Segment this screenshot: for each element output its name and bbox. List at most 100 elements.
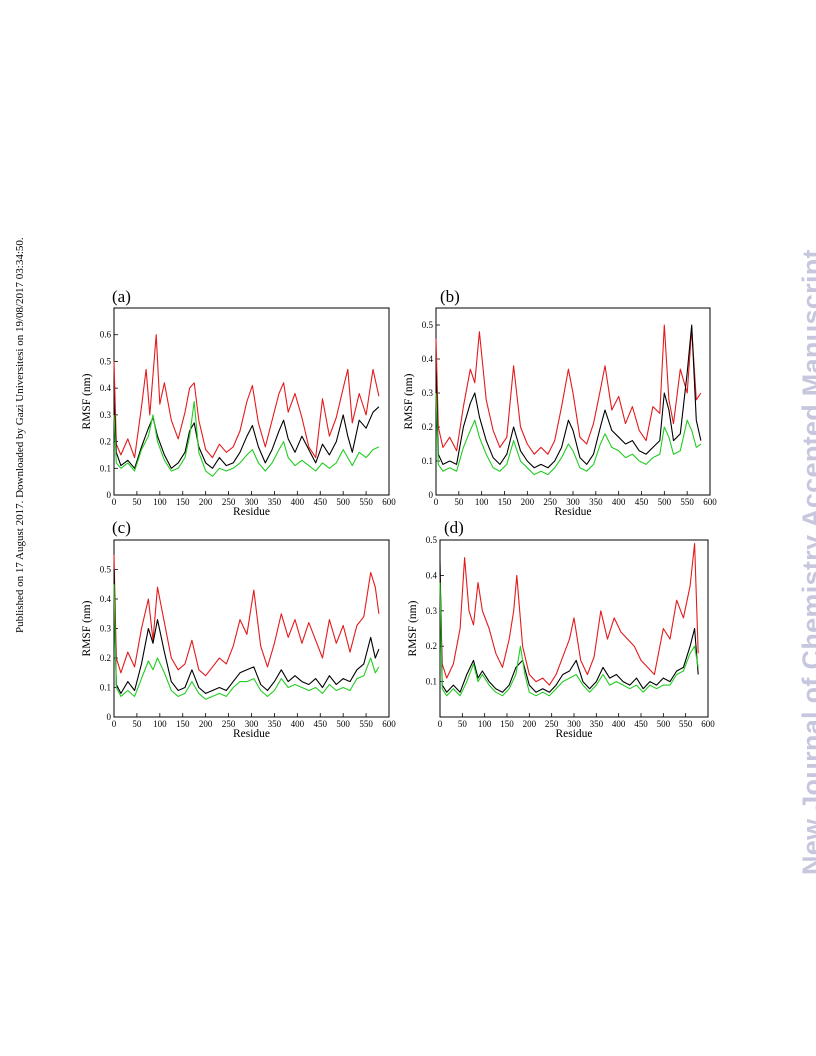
x-tick-label: 250 bbox=[543, 497, 557, 507]
series-line-2 bbox=[113, 334, 380, 459]
y-tick-label: 0.2 bbox=[426, 641, 437, 651]
x-tick-label: 450 bbox=[634, 719, 648, 729]
x-tick-label: 150 bbox=[176, 497, 190, 507]
x-tick-label: 450 bbox=[314, 719, 328, 729]
x-tick-label: 500 bbox=[657, 719, 671, 729]
y-tick-label: 0.2 bbox=[100, 437, 111, 447]
x-tick-label: 300 bbox=[245, 497, 259, 507]
x-tick-label: 500 bbox=[658, 497, 672, 507]
x-tick-label: 600 bbox=[382, 497, 396, 507]
x-tick-label: 600 bbox=[703, 497, 717, 507]
y-tick-label: 0.1 bbox=[100, 683, 111, 693]
x-tick-label: 550 bbox=[680, 497, 694, 507]
x-tick-label: 350 bbox=[590, 719, 604, 729]
x-tick-label: 50 bbox=[458, 719, 468, 729]
x-tick-label: 50 bbox=[132, 719, 142, 729]
y-tick-label: 0.3 bbox=[100, 410, 112, 420]
x-tick-label: 550 bbox=[359, 497, 373, 507]
y-tick-label: 0.1 bbox=[426, 677, 437, 687]
x-tick-label: 300 bbox=[567, 719, 581, 729]
x-tick-label: 0 bbox=[112, 719, 117, 729]
x-tick-label: 500 bbox=[336, 497, 350, 507]
x-axis-title: Residue bbox=[554, 506, 591, 518]
x-tick-label: 600 bbox=[701, 719, 715, 729]
chart-panel-1: (a) 0 50 100 150 200 250 300 350 400 450 500 550 600 0… bbox=[81, 287, 396, 518]
y-tick-label: 0.4 bbox=[426, 570, 438, 580]
series-line-1 bbox=[113, 569, 380, 694]
y-tick-label: 0.5 bbox=[426, 535, 438, 545]
y-axis-title: RMSF (nm) bbox=[81, 600, 93, 656]
x-axis-title: Residue bbox=[233, 728, 270, 740]
x-tick-label: 50 bbox=[132, 497, 142, 507]
x-tick-label: 400 bbox=[291, 497, 305, 507]
series-line-3 bbox=[113, 400, 380, 477]
x-tick-label: 300 bbox=[566, 497, 580, 507]
x-tick-label: 450 bbox=[635, 497, 649, 507]
x-tick-label: 200 bbox=[199, 719, 213, 729]
y-tick-label: 0.5 bbox=[422, 320, 434, 330]
x-tick-label: 200 bbox=[523, 719, 537, 729]
x-tick-label: 600 bbox=[382, 719, 396, 729]
x-tick-label: 50 bbox=[454, 497, 464, 507]
x-tick-label: 400 bbox=[612, 719, 626, 729]
chart-panel-2: (b) 0 50 100 150 200 250 300 350 400 450 500 550 600 0… bbox=[403, 287, 717, 518]
y-tick-label: 0.5 bbox=[100, 565, 112, 575]
y-tick-label: 0.6 bbox=[100, 330, 112, 340]
y-axis-title: RMSF (nm) bbox=[81, 373, 93, 429]
series-line-2 bbox=[439, 542, 699, 686]
panel-label: (c) bbox=[112, 518, 131, 537]
x-tick-label: 150 bbox=[500, 719, 514, 729]
y-tick-label: 0.4 bbox=[100, 594, 112, 604]
x-tick-label: 200 bbox=[521, 497, 535, 507]
panel-label: (b) bbox=[440, 287, 460, 306]
x-tick-label: 350 bbox=[589, 497, 603, 507]
y-tick-label: 0.1 bbox=[100, 463, 111, 473]
x-tick-label: 0 bbox=[434, 497, 439, 507]
x-tick-label: 100 bbox=[153, 497, 167, 507]
plot-frame bbox=[439, 539, 709, 718]
x-tick-label: 400 bbox=[612, 497, 626, 507]
x-tick-label: 350 bbox=[268, 497, 282, 507]
y-tick-label: 0.5 bbox=[100, 356, 112, 366]
x-tick-label: 100 bbox=[475, 497, 489, 507]
y-tick-label: 0.4 bbox=[422, 354, 434, 364]
series-line-1 bbox=[439, 561, 699, 693]
y-tick-label: 0.3 bbox=[426, 606, 438, 616]
panel-label: (d) bbox=[444, 518, 464, 537]
y-tick-label: 0.2 bbox=[422, 422, 433, 432]
x-tick-label: 250 bbox=[222, 497, 236, 507]
x-tick-label: 400 bbox=[291, 719, 305, 729]
y-tick-label: 0 bbox=[107, 490, 112, 500]
plot-frame bbox=[113, 307, 390, 496]
y-axis-title: RMSF (nm) bbox=[407, 600, 419, 656]
y-axis-title: RMSF (nm) bbox=[403, 373, 415, 429]
x-tick-label: 250 bbox=[545, 719, 559, 729]
panel-label: (a) bbox=[112, 287, 131, 306]
x-tick-label: 100 bbox=[478, 719, 492, 729]
y-tick-label: 0.4 bbox=[100, 383, 112, 393]
x-tick-label: 450 bbox=[314, 497, 328, 507]
x-tick-label: 550 bbox=[679, 719, 693, 729]
x-axis-title: Residue bbox=[233, 506, 270, 518]
x-tick-label: 100 bbox=[153, 719, 167, 729]
plot-frame bbox=[113, 539, 390, 718]
y-tick-label: 0.3 bbox=[100, 624, 112, 634]
chart-panel-4: (d) 0 50 100 150 200 250 300 350 400 450 500 550 600 0… bbox=[407, 518, 715, 740]
x-axis-title: Residue bbox=[555, 728, 592, 740]
chart-panel-3: (c) 0 50 100 150 200 250 300 350 400 450 500 550 600 0… bbox=[81, 518, 396, 740]
x-tick-label: 150 bbox=[498, 497, 512, 507]
x-tick-label: 200 bbox=[199, 497, 213, 507]
x-tick-label: 0 bbox=[438, 719, 443, 729]
series-line-3 bbox=[113, 584, 380, 700]
y-tick-label: 0 bbox=[429, 490, 434, 500]
y-tick-label: 0.2 bbox=[100, 653, 111, 663]
x-tick-label: 350 bbox=[268, 719, 282, 729]
y-tick-label: 0.1 bbox=[422, 456, 433, 466]
x-tick-label: 0 bbox=[112, 497, 117, 507]
series-line-3 bbox=[439, 582, 699, 697]
series-line-2 bbox=[435, 324, 702, 455]
series-line-1 bbox=[435, 324, 702, 469]
x-tick-label: 150 bbox=[176, 719, 190, 729]
x-tick-label: 250 bbox=[222, 719, 236, 729]
